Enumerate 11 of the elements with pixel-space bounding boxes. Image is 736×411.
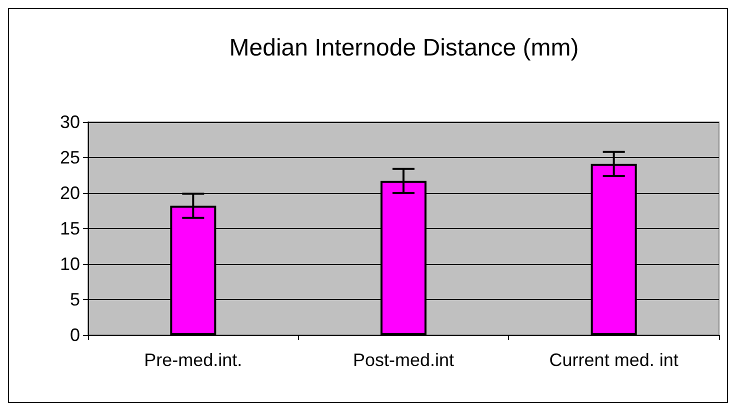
x-tick-label: Current med. int: [549, 350, 678, 370]
y-tick-label: 30: [60, 112, 80, 132]
y-tick-label: 15: [60, 218, 80, 238]
y-tick-label: 20: [60, 183, 80, 203]
chart-title: Median Internode Distance (mm): [229, 34, 579, 62]
y-tick-label: 5: [70, 290, 80, 310]
y-tick-label: 10: [60, 254, 80, 274]
y-tick-label: 0: [70, 325, 80, 345]
x-tick-label: Pre-med.int.: [144, 350, 242, 370]
x-tick-label: Post-med.int: [352, 350, 454, 370]
y-tick-label: 25: [60, 148, 80, 168]
